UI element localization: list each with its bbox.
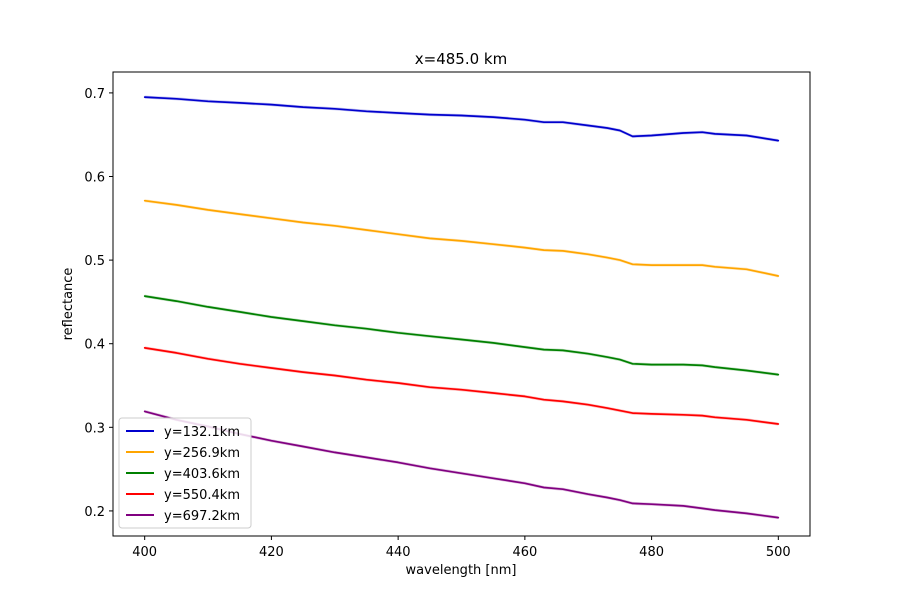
- y-tick-label: 0.2: [84, 505, 105, 520]
- legend-label-1: y=132.1km: [164, 425, 240, 440]
- legend: y=132.1km y=256.9km y=403.6km y=550.4km y=69…: [118, 417, 252, 529]
- y-tick-label: 0.4: [84, 338, 105, 353]
- series-line-1: [143, 96, 780, 142]
- y-axis-label: reflectance: [61, 268, 76, 341]
- x-tick-label: 440: [386, 545, 411, 560]
- series-line-2: [143, 199, 780, 277]
- legend-label-2: y=256.9km: [164, 446, 240, 461]
- y-tick-label: 0.6: [84, 171, 105, 186]
- legend-label-5: y=697.2km: [164, 509, 240, 524]
- series-band-3: [144, 294, 779, 377]
- legend-box: [118, 417, 252, 529]
- x-axis-label: wavelength [nm]: [406, 563, 517, 578]
- y-tick-label: 0.3: [84, 421, 105, 436]
- x-tick-label: 460: [512, 545, 537, 560]
- series-line-5: [143, 410, 780, 519]
- series-line-4: [143, 347, 780, 425]
- x-tick-label: 420: [259, 545, 284, 560]
- legend-label-4: y=550.4km: [164, 488, 240, 503]
- x-tick-label: 500: [766, 545, 791, 560]
- series-line-3: [143, 295, 780, 376]
- y-tick-label: 0.5: [84, 254, 105, 269]
- y-tick-label: 0.7: [84, 87, 105, 102]
- x-axis: 400 420 440 460 480 500: [132, 536, 791, 560]
- series-layer: [143, 95, 780, 520]
- y-axis: 0.2 0.3 0.4 0.5 0.6 0.7: [84, 87, 113, 520]
- chart-title: x=485.0 km: [415, 50, 507, 68]
- plot-frame: [112, 71, 811, 537]
- x-tick-label: 400: [132, 545, 157, 560]
- x-tick-label: 480: [639, 545, 664, 560]
- legend-label-3: y=403.6km: [164, 467, 240, 482]
